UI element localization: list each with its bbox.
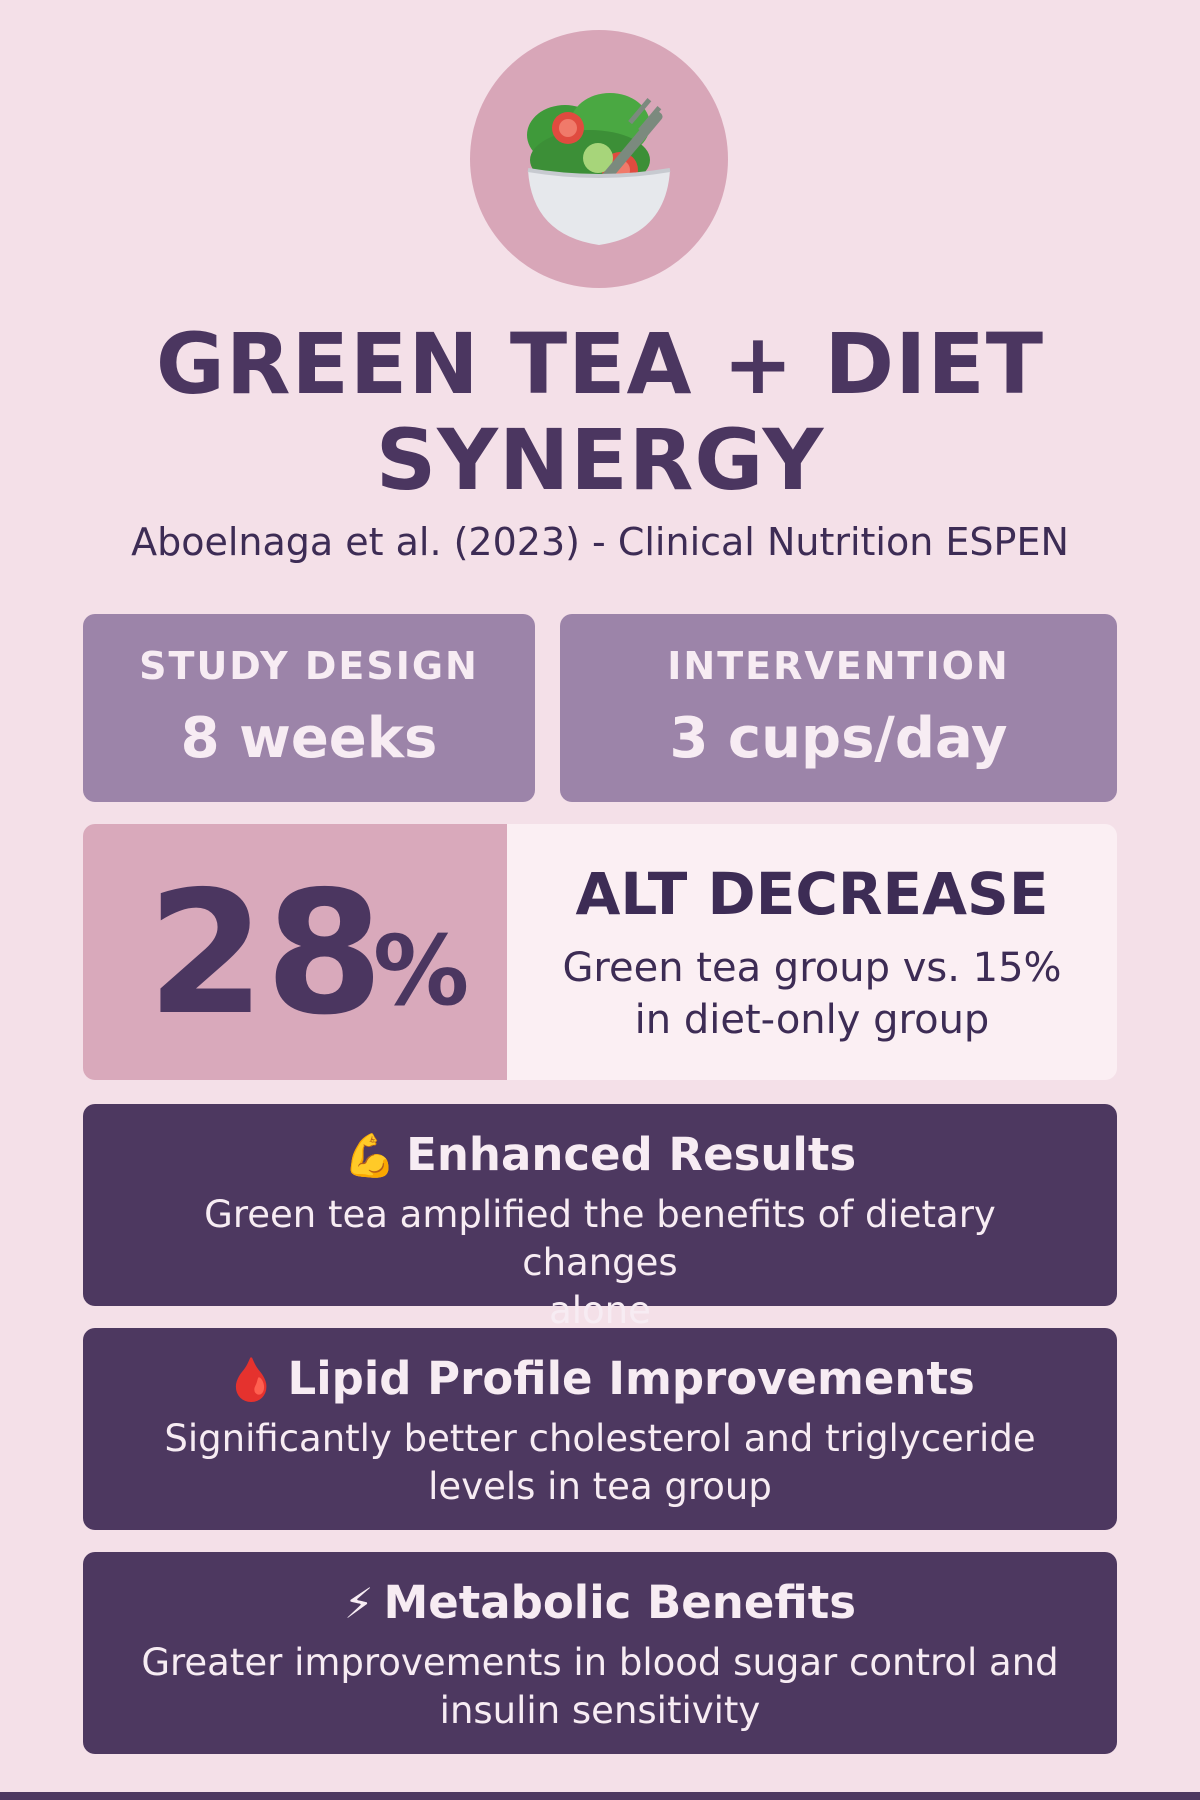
lightning-icon: ⚡ xyxy=(343,1579,374,1628)
intervention-label: INTERVENTION xyxy=(667,644,1010,688)
alt-desc-line-2: in diet-only group xyxy=(634,997,990,1043)
feature-description: Significantly better cholesterol and tri… xyxy=(83,1415,1117,1511)
feature-desc-line-2: levels in tea group xyxy=(428,1465,772,1508)
page-title: GREEN TEA + DIET SYNERGY xyxy=(0,316,1200,508)
flexed-bicep-icon: 💪 xyxy=(343,1131,397,1180)
feature-title-text: Metabolic Benefits xyxy=(383,1576,857,1629)
feature-title-text: Enhanced Results xyxy=(406,1128,857,1181)
alt-description: Green tea group vs. 15% in diet-only gro… xyxy=(507,942,1117,1046)
intervention-card: INTERVENTION 3 cups/day xyxy=(560,614,1117,802)
feature-title: 🩸 Lipid Profile Improvements xyxy=(83,1352,1117,1405)
feature-desc-line-2: alone xyxy=(549,1289,651,1332)
citation: Aboelnaga et al. (2023) - Clinical Nutri… xyxy=(131,520,1069,564)
feature-desc-line-2: insulin sensitivity xyxy=(439,1689,761,1732)
feature-title-text: Lipid Profile Improvements xyxy=(287,1352,975,1405)
feature-title: ⚡ Metabolic Benefits xyxy=(83,1576,1117,1629)
salad-bowl-icon xyxy=(527,93,671,245)
bottom-divider xyxy=(0,1792,1200,1800)
intervention-value: 3 cups/day xyxy=(669,706,1008,771)
study-design-card: STUDY DESIGN 8 weeks xyxy=(83,614,535,802)
title-line-1: GREEN TEA + DIET xyxy=(155,315,1045,413)
feature-desc-line-1: Greater improvements in blood sugar cont… xyxy=(141,1641,1059,1684)
study-design-value: 8 weeks xyxy=(180,706,438,771)
alt-decrease-panel: 28 % ALT DECREASE Green tea group vs. 15… xyxy=(83,824,1117,1080)
alt-desc-line-1: Green tea group vs. 15% xyxy=(562,945,1062,991)
feature-title: 💪 Enhanced Results xyxy=(83,1128,1117,1181)
feature-desc-line-1: Green tea amplified the benefits of diet… xyxy=(204,1193,996,1284)
alt-percent-sign: % xyxy=(373,915,470,1027)
feature-card-enhanced-results: 💪 Enhanced Results Green tea amplified th… xyxy=(83,1104,1117,1332)
alt-percent-number: 28 xyxy=(147,855,384,1053)
alt-heading: ALT DECREASE xyxy=(575,860,1049,928)
feature-description: Green tea amplified the benefits of diet… xyxy=(83,1191,1117,1335)
blood-drop-icon: 🩸 xyxy=(225,1355,278,1404)
feature-card-metabolic-benefits: ⚡ Metabolic Benefits Greater improvements… xyxy=(83,1552,1117,1754)
alt-percent-block: 28 % xyxy=(83,824,507,1080)
feature-description: Greater improvements in blood sugar cont… xyxy=(83,1639,1117,1735)
alt-text-block: ALT DECREASE Green tea group vs. 15% in … xyxy=(507,824,1117,1080)
feature-card-lipid-profile: 🩸 Lipid Profile Improvements Significantl… xyxy=(83,1328,1117,1530)
feature-desc-line-1: Significantly better cholesterol and tri… xyxy=(164,1417,1036,1460)
study-design-label: STUDY DESIGN xyxy=(139,644,479,688)
title-line-2: SYNERGY xyxy=(375,411,825,509)
salad-bowl-icon-badge xyxy=(470,30,728,288)
